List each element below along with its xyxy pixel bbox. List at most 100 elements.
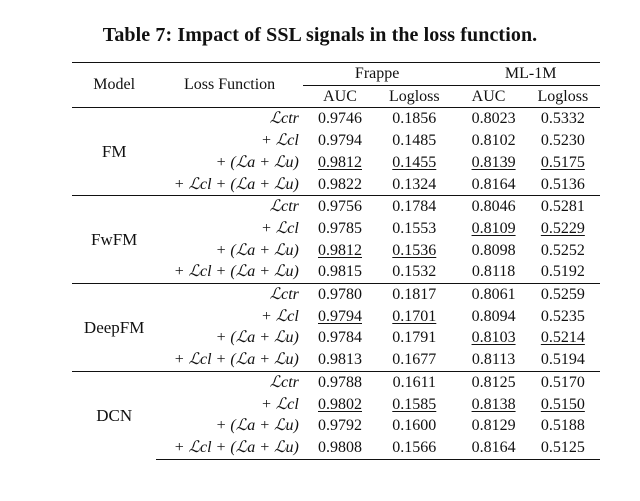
metric-value: 0.9792 bbox=[318, 417, 362, 435]
table-row: + (ℒa + ℒu) 0.9784 0.1791 0.8103 0.5214 bbox=[72, 327, 600, 349]
metric-value: 0.1553 bbox=[392, 219, 437, 237]
metric-value: 0.5170 bbox=[525, 370, 600, 394]
metric-value: 0.8103 bbox=[471, 329, 516, 347]
table-row: + ℒcl 0.9794 0.1701 0.8094 0.5235 bbox=[72, 306, 600, 328]
table-row: + (ℒa + ℒu) 0.9812 0.1455 0.8139 0.5175 bbox=[72, 152, 600, 174]
metric-value: 0.8164 bbox=[451, 436, 526, 460]
metric-value: 0.8125 bbox=[451, 370, 526, 394]
metric-value: 0.1600 bbox=[392, 417, 437, 435]
metric-value: 0.1611 bbox=[377, 370, 452, 394]
header-dataset-frappe: Frappe bbox=[302, 62, 452, 86]
loss-function-label: + ℒcl + (ℒa + ℒu) bbox=[173, 263, 299, 281]
metric-value: 0.8138 bbox=[471, 395, 516, 413]
header-metric-auc: AUC bbox=[302, 85, 378, 109]
metric-value: 0.1324 bbox=[392, 175, 437, 193]
metric-value: 0.1784 bbox=[377, 195, 452, 218]
table-row: + ℒcl + (ℒa + ℒu) 0.9822 0.1324 0.8164 0.513… bbox=[72, 174, 600, 196]
table-row: + ℒcl 0.9785 0.1553 0.8109 0.5229 bbox=[72, 218, 600, 240]
metric-value: 0.1677 bbox=[392, 351, 437, 369]
metric-value: 0.9802 bbox=[318, 395, 362, 413]
metric-value: 0.5175 bbox=[540, 153, 585, 171]
metric-value: 0.5259 bbox=[525, 283, 600, 306]
model-name: DeepFM bbox=[72, 283, 157, 372]
metric-value: 0.8046 bbox=[451, 195, 526, 218]
loss-function-label: + (ℒa + ℒu) bbox=[215, 329, 299, 347]
header-loss-function: Loss Function bbox=[156, 61, 303, 108]
metric-value: 0.1536 bbox=[392, 241, 437, 259]
metric-value: 0.9813 bbox=[318, 351, 362, 369]
metric-value: 0.8164 bbox=[471, 175, 516, 193]
metric-value: 0.8102 bbox=[471, 132, 516, 150]
header-dataset-ml1m: ML-1M bbox=[451, 62, 600, 86]
table-caption: Table 7: Impact of SSL signals in the lo… bbox=[102, 24, 538, 46]
loss-function-label: ℒctr bbox=[156, 283, 303, 306]
loss-function-label: + (ℒa + ℒu) bbox=[215, 153, 299, 171]
loss-function-label: ℒctr bbox=[156, 107, 303, 131]
metric-value: 0.5281 bbox=[525, 195, 600, 218]
metric-value: 0.8094 bbox=[471, 307, 516, 325]
loss-function-label: + (ℒa + ℒu) bbox=[215, 241, 299, 259]
metric-value: 0.9812 bbox=[318, 241, 362, 259]
loss-function-label: + ℒcl + (ℒa + ℒu) bbox=[173, 175, 299, 193]
header-metric-logloss: Logloss bbox=[377, 85, 452, 109]
header-model: Model bbox=[72, 61, 157, 108]
metric-value: 0.1485 bbox=[392, 132, 437, 150]
metric-value: 0.8109 bbox=[471, 219, 516, 237]
metric-value: 0.8023 bbox=[451, 107, 526, 131]
model-name: FwFM bbox=[72, 195, 157, 284]
table-row: FwFM ℒctr 0.9756 0.1784 0.8046 0.5281 bbox=[72, 195, 600, 284]
metric-value: 0.9746 bbox=[302, 107, 378, 131]
table-row: FM ℒctr 0.9746 0.1856 0.8023 0.5332 bbox=[72, 107, 600, 196]
table-row: DeepFM ℒctr 0.9780 0.1817 0.8061 0.5259 bbox=[72, 283, 600, 372]
metric-value: 0.8129 bbox=[471, 417, 516, 435]
loss-function-label: + ℒcl bbox=[260, 132, 299, 150]
table-row: + ℒcl + (ℒa + ℒu) 0.9815 0.1532 0.8118 0.519… bbox=[72, 261, 600, 283]
loss-function-label: + ℒcl + (ℒa + ℒu) bbox=[156, 436, 303, 460]
metric-value: 0.1701 bbox=[392, 307, 437, 325]
metric-value: 0.5125 bbox=[525, 436, 600, 460]
metric-value: 0.9784 bbox=[318, 329, 362, 347]
metric-value: 0.8098 bbox=[471, 241, 516, 259]
metric-value: 0.5192 bbox=[540, 263, 585, 281]
metric-value: 0.5332 bbox=[525, 107, 600, 131]
metric-value: 0.5194 bbox=[540, 351, 585, 369]
table-row: + (ℒa + ℒu) 0.9792 0.1600 0.8129 0.5188 bbox=[72, 415, 600, 437]
metric-value: 0.5188 bbox=[540, 417, 585, 435]
metric-value: 0.9812 bbox=[318, 153, 362, 171]
metric-value: 0.5136 bbox=[540, 175, 585, 193]
loss-function-label: + ℒcl + (ℒa + ℒu) bbox=[173, 351, 299, 369]
metric-value: 0.8118 bbox=[471, 263, 516, 281]
metric-value: 0.9822 bbox=[318, 175, 362, 193]
table-row: + ℒcl + (ℒa + ℒu) 0.9813 0.1677 0.8113 0.519… bbox=[72, 349, 600, 371]
results-table: Model Loss Function Frappe ML-1M AUC Log… bbox=[72, 61, 600, 460]
table-row: + ℒcl 0.9802 0.1585 0.8138 0.5150 bbox=[72, 394, 600, 416]
metric-value: 0.5252 bbox=[540, 241, 585, 259]
model-name: DCN bbox=[72, 370, 157, 460]
metric-value: 0.9785 bbox=[318, 219, 362, 237]
metric-value: 0.9780 bbox=[302, 283, 378, 306]
loss-function-label: + ℒcl bbox=[260, 395, 299, 413]
metric-value: 0.1817 bbox=[377, 283, 452, 306]
metric-value: 0.1455 bbox=[392, 153, 437, 171]
metric-value: 0.5150 bbox=[540, 395, 585, 413]
table-row: + (ℒa + ℒu) 0.9812 0.1536 0.8098 0.5252 bbox=[72, 240, 600, 262]
metric-value: 0.5214 bbox=[540, 329, 585, 347]
metric-value: 0.1566 bbox=[377, 436, 452, 460]
metric-value: 0.5230 bbox=[540, 132, 585, 150]
metric-value: 0.9794 bbox=[318, 132, 362, 150]
metric-value: 0.9756 bbox=[302, 195, 378, 218]
loss-function-label: ℒctr bbox=[156, 195, 303, 218]
metric-value: 0.1856 bbox=[377, 107, 452, 131]
table-row: + ℒcl 0.9794 0.1485 0.8102 0.5230 bbox=[72, 130, 600, 152]
header-metric-logloss: Logloss bbox=[525, 85, 600, 109]
table-row: + ℒcl + (ℒa + ℒu) 0.9808 0.1566 0.8164 0.512… bbox=[72, 436, 600, 460]
metric-value: 0.8113 bbox=[471, 351, 516, 369]
table-row: DCN ℒctr 0.9788 0.1611 0.8125 0.5170 bbox=[72, 370, 600, 460]
table-body: FM ℒctr 0.9746 0.1856 0.8023 0.5332 + ℒcl 0.979… bbox=[72, 107, 600, 460]
header-metric-auc: AUC bbox=[451, 85, 526, 109]
metric-value: 0.5229 bbox=[540, 219, 585, 237]
loss-function-label: + (ℒa + ℒu) bbox=[215, 417, 299, 435]
metric-value: 0.9794 bbox=[318, 307, 362, 325]
loss-function-label: + ℒcl bbox=[260, 219, 299, 237]
metric-value: 0.1532 bbox=[392, 263, 437, 281]
